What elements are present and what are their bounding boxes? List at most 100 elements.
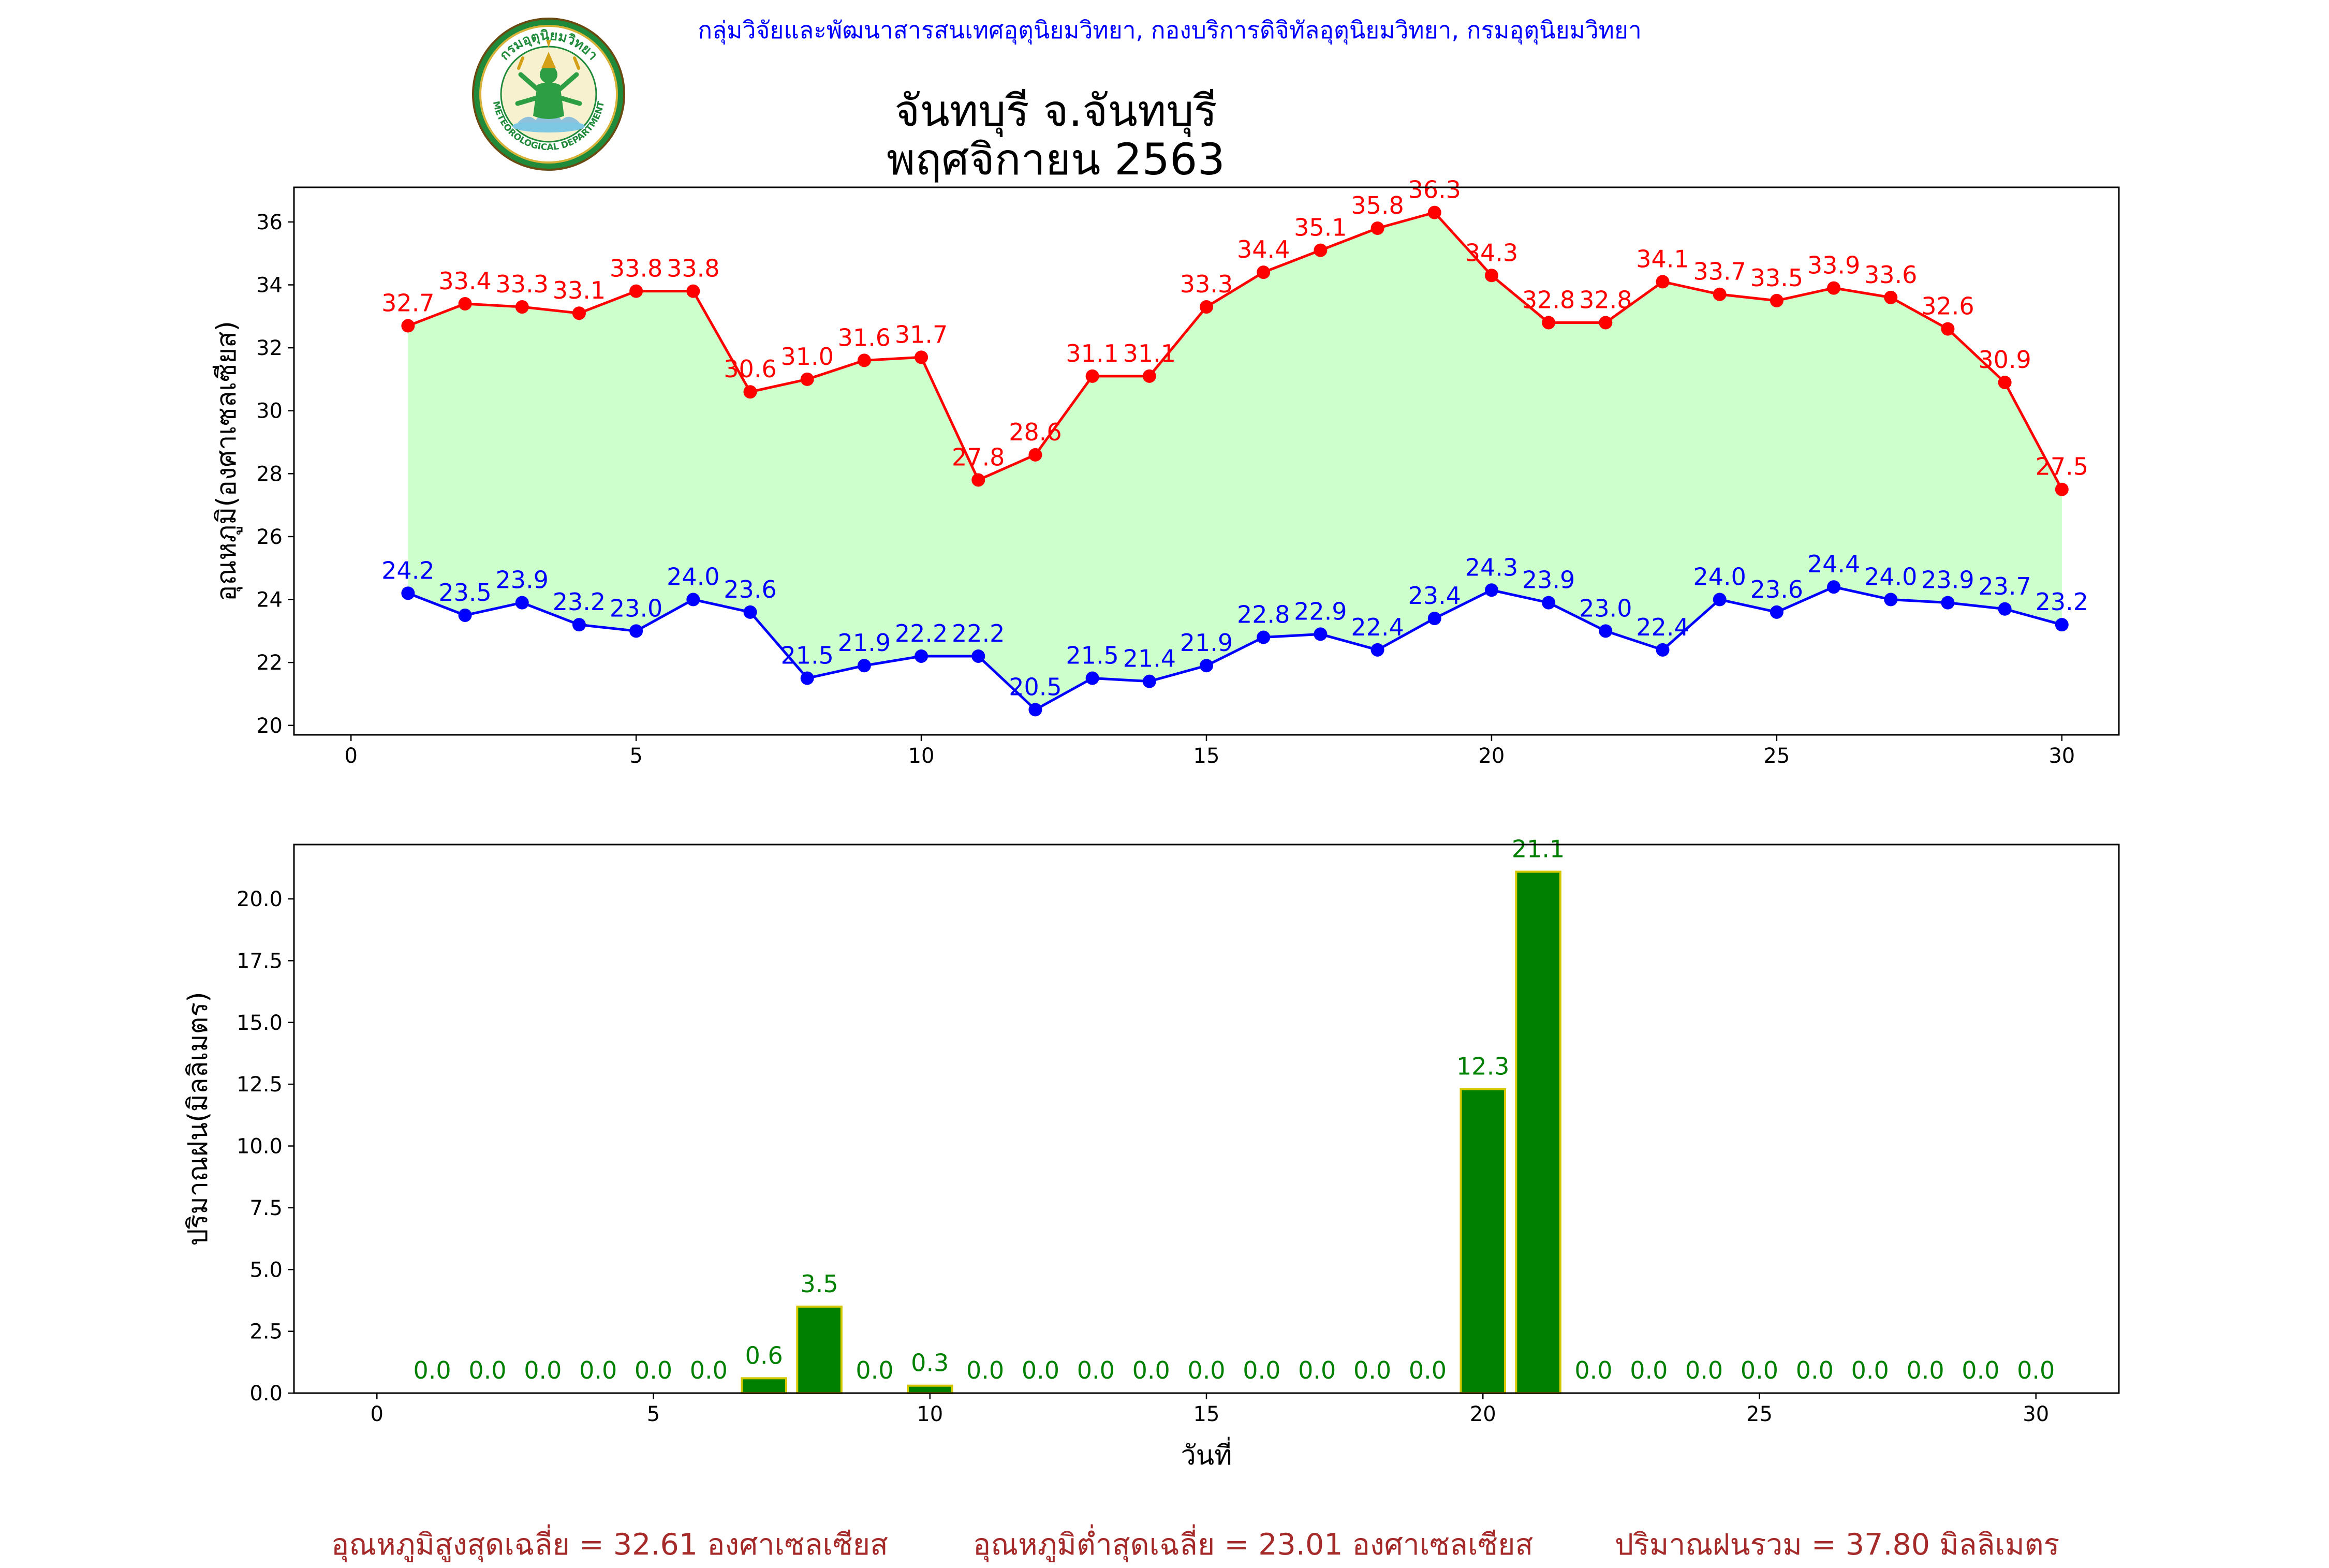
min-temp-point <box>1542 596 1556 610</box>
rainfall-plot-frame <box>293 844 2120 1394</box>
y-tick-label: 26 <box>256 525 283 549</box>
max-temp-point <box>1257 265 1271 279</box>
max-temp-value-label: 35.1 <box>1294 214 1347 242</box>
max-temp-point <box>401 319 415 333</box>
rain-value-label: 0.0 <box>1741 1356 1778 1384</box>
x-tick-label: 15 <box>1193 744 1220 768</box>
max-temp-value-label: 34.3 <box>1465 239 1518 267</box>
max-temp-point <box>1656 275 1670 289</box>
min-temp-point <box>1941 596 1955 610</box>
rain-value-label: 0.0 <box>690 1356 728 1384</box>
min-temp-value-label: 23.2 <box>553 588 606 616</box>
min-temp-point <box>572 618 586 632</box>
max-temp-point <box>1827 281 1841 295</box>
rain-value-label: 0.0 <box>1132 1356 1170 1384</box>
max-temp-value-label: 34.1 <box>1636 245 1689 273</box>
max-temp-line <box>407 211 2063 490</box>
max-temp-point <box>1370 221 1384 235</box>
min-temp-point <box>915 649 928 663</box>
min-temp-point <box>1085 671 1099 685</box>
rain-value-label: 0.0 <box>1298 1356 1336 1384</box>
max-temp-point <box>1427 205 1441 219</box>
agency-header: กลุ่มวิจัยและพัฒนาสารสนเทศอุตุนิยมวิทยา,… <box>698 16 1642 44</box>
max-temp-point <box>743 385 757 399</box>
x-tick-label: 20 <box>1470 1402 1496 1426</box>
rain-bar <box>907 1384 953 1395</box>
min-temp-value-label: 23.2 <box>2036 588 2088 616</box>
max-temp-value-label: 31.1 <box>1123 339 1176 367</box>
rain-value-label: 12.3 <box>1456 1053 1509 1081</box>
max-temp-value-label: 28.6 <box>1009 418 1062 446</box>
max-temp-value-label: 34.4 <box>1237 235 1290 263</box>
min-temp-point <box>2055 618 2069 632</box>
min-temp-value-label: 21.5 <box>780 642 833 670</box>
max-temp-point <box>1713 287 1727 301</box>
rain-value-label: 0.0 <box>468 1356 506 1384</box>
max-temp-value-label: 31.6 <box>838 323 891 351</box>
rain-value-label: 0.3 <box>911 1349 949 1377</box>
min-temp-value-label: 20.5 <box>1009 673 1062 701</box>
min-temp-value-label: 23.6 <box>724 575 776 603</box>
max-temp-value-label: 33.5 <box>1750 264 1803 292</box>
max-temp-point <box>1484 269 1498 283</box>
min-temp-value-label: 24.0 <box>1693 563 1746 591</box>
min-temp-value-label: 24.4 <box>1807 550 1860 578</box>
rain-value-label: 0.0 <box>1077 1356 1115 1384</box>
min-temp-point <box>1370 643 1384 657</box>
min-temp-point <box>1998 602 2012 616</box>
x-tick-label: 20 <box>1478 744 1505 768</box>
rain-value-label: 0.0 <box>1409 1356 1447 1384</box>
x-tick-label: 5 <box>647 1402 660 1426</box>
min-temp-point <box>458 608 472 622</box>
max-temp-value-label: 33.3 <box>1180 270 1233 298</box>
min-temp-value-label: 22.8 <box>1237 601 1290 629</box>
min-temp-point <box>1200 659 1213 673</box>
rain-bar <box>1460 1088 1506 1394</box>
max-temp-value-label: 31.1 <box>1066 339 1118 367</box>
min-temp-point <box>1770 605 1783 619</box>
min-temp-point <box>1028 703 1042 717</box>
min-temp-value-label: 23.0 <box>610 594 662 622</box>
max-temp-value-label: 33.9 <box>1807 252 1860 279</box>
min-temp-point <box>686 593 700 607</box>
deity-emblem-icon <box>512 40 585 132</box>
y-tick-label: 7.5 <box>249 1196 283 1220</box>
max-temp-point <box>1941 322 1955 336</box>
rain-value-label: 0.0 <box>1022 1356 1059 1384</box>
rain-value-label: 0.0 <box>1906 1356 1944 1384</box>
rain-bar <box>796 1305 843 1394</box>
x-tick-label: 0 <box>344 744 357 768</box>
max-temp-point <box>458 297 472 310</box>
min-temp-value-label: 21.4 <box>1123 645 1176 673</box>
rain-value-label: 0.0 <box>1962 1356 1999 1384</box>
y-tick-label: 36 <box>256 211 283 234</box>
total-rain-text: ปริมาณฝนรวม = 37.80 มิลลิเมตร <box>1615 1528 2060 1562</box>
rain-value-label: 0.0 <box>1243 1356 1280 1384</box>
rain-value-label: 3.5 <box>800 1270 838 1298</box>
max-temp-value-label: 33.8 <box>667 255 719 283</box>
min-temp-point <box>1656 643 1670 657</box>
rain-bar <box>1515 870 1561 1395</box>
max-temp-point <box>1998 375 2012 389</box>
min-temp-value-label: 23.7 <box>1978 572 2031 600</box>
max-temp-point <box>857 353 871 367</box>
rain-value-label: 0.0 <box>524 1356 562 1384</box>
y-tick-label: 0.0 <box>249 1382 283 1406</box>
y-tick-label: 5.0 <box>249 1258 283 1282</box>
min-temp-point <box>857 659 871 673</box>
max-temp-point <box>1542 316 1556 330</box>
rain-value-label: 21.1 <box>1512 835 1565 863</box>
max-temp-value-label: 33.6 <box>1864 261 1917 289</box>
max-temp-value-label: 35.8 <box>1351 191 1404 219</box>
x-tick-label: 30 <box>2023 1402 2049 1426</box>
temperature-range-fill <box>408 212 2062 710</box>
rain-value-label: 0.0 <box>2017 1356 2055 1384</box>
rain-value-label: 0.0 <box>1630 1356 1668 1384</box>
min-temp-point <box>1884 593 1898 607</box>
rain-value-label: 0.0 <box>1187 1356 1225 1384</box>
max-temp-point <box>1085 369 1099 383</box>
min-temp-point <box>515 596 529 610</box>
max-temp-value-label: 30.6 <box>724 355 776 383</box>
y-axis-label: อุณหภูมิ(องศาเซลเซียส) <box>211 321 243 601</box>
